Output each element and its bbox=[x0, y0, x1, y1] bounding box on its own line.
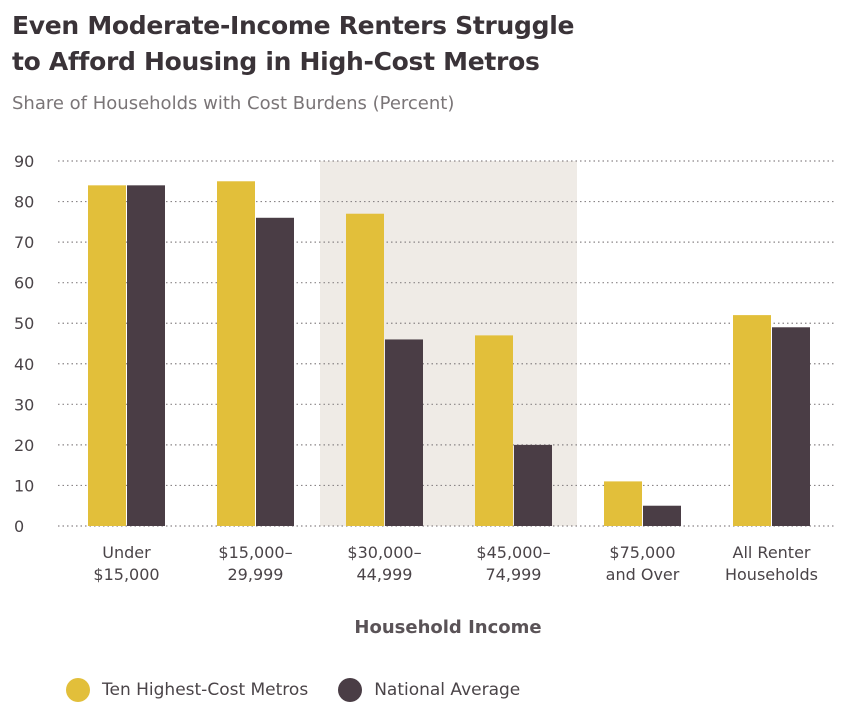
y-tick-label: 20 bbox=[14, 436, 34, 455]
legend-swatch-series-2 bbox=[338, 678, 363, 702]
bar-series-1-2 bbox=[346, 213, 384, 526]
x-tick-label: $15,000 bbox=[93, 565, 159, 584]
y-tick-label: 40 bbox=[14, 355, 34, 374]
x-tick-label: $75,000 bbox=[609, 543, 675, 562]
x-axis-label: Household Income bbox=[354, 617, 541, 638]
bar-series-1-0 bbox=[88, 185, 126, 527]
x-tick-label: $30,000– bbox=[347, 543, 421, 562]
x-tick-label: All Renter bbox=[733, 543, 811, 562]
y-tick-label: 60 bbox=[14, 274, 34, 293]
y-tick-label: 10 bbox=[14, 476, 34, 495]
bar-series-2-2 bbox=[385, 339, 423, 526]
y-tick-label: 50 bbox=[14, 314, 34, 333]
x-tick-label: Households bbox=[725, 565, 818, 584]
chart-title: Even Moderate-Income Renters Struggle to… bbox=[12, 8, 832, 80]
y-tick-label: 80 bbox=[14, 193, 34, 212]
x-tick-label: Under bbox=[102, 543, 151, 562]
legend-label-series-2: National Average bbox=[374, 680, 521, 700]
chart-subtitle: Share of Households with Cost Burdens (P… bbox=[12, 93, 455, 114]
bar-chart: 0 10 20 30 40 50 60 70 80 90 Under $15,000 $15,000– 2… bbox=[14, 152, 835, 638]
x-tick-label: 29,999 bbox=[228, 565, 284, 584]
chart-title-line-2: to Afford Housing in High-Cost Metros bbox=[12, 47, 540, 76]
legend-swatch-series-1 bbox=[66, 678, 90, 702]
y-tick-label: 90 bbox=[14, 152, 34, 171]
x-tick-label: $15,000– bbox=[218, 543, 292, 562]
x-tick-label: $45,000– bbox=[476, 543, 550, 562]
y-tick-label: 30 bbox=[14, 395, 34, 414]
bar-series-2-1 bbox=[256, 217, 294, 526]
bar-series-2-4 bbox=[643, 505, 681, 526]
bar-series-2-0 bbox=[127, 185, 165, 527]
legend-item-series-1: Ten Highest-Cost Metros bbox=[66, 678, 308, 702]
bar-series-1-1 bbox=[217, 181, 255, 526]
bar-series-1-5 bbox=[733, 315, 771, 526]
legend: Ten Highest-Cost Metros National Average bbox=[66, 678, 550, 702]
legend-item-series-2: National Average bbox=[338, 678, 520, 702]
chart-title-line-1: Even Moderate-Income Renters Struggle bbox=[12, 11, 575, 40]
x-tick-label: 44,999 bbox=[357, 565, 413, 584]
x-tick-label: 74,999 bbox=[486, 565, 542, 584]
bar-series-1-3 bbox=[475, 335, 513, 526]
bar-series-2-3 bbox=[514, 444, 552, 526]
y-tick-label: 0 bbox=[14, 517, 24, 536]
legend-label-series-1: Ten Highest-Cost Metros bbox=[102, 680, 309, 700]
bar-series-2-5 bbox=[772, 327, 810, 526]
y-tick-label: 70 bbox=[14, 233, 34, 252]
bar-series-1-4 bbox=[604, 481, 642, 526]
x-tick-label: and Over bbox=[606, 565, 680, 584]
